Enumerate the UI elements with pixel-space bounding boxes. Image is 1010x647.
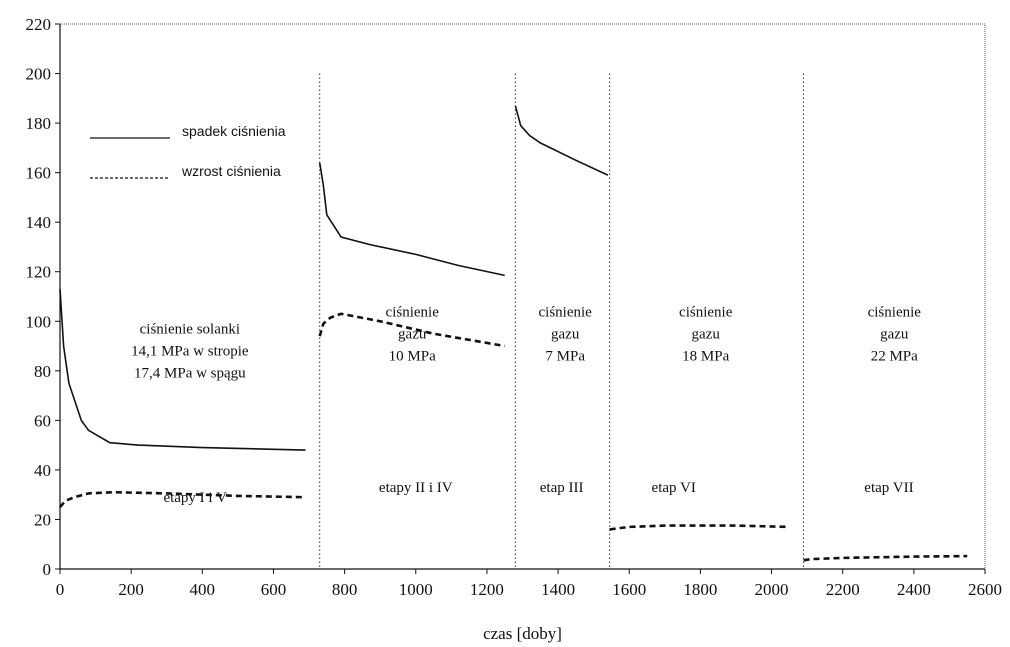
series-line-pressure-increase: [803, 554, 968, 562]
chart-annotation: etap VI: [652, 480, 696, 496]
x-tick-label: 2600: [968, 580, 1002, 599]
chart-annotation: etapy II i IV: [379, 480, 453, 496]
y-tick-label: 140: [26, 213, 52, 232]
chart-annotation: ciśnienie gazu 7 MPa: [539, 304, 593, 364]
legend-entry-label: spadek ciśnienia: [182, 123, 286, 139]
y-tick-label: 0: [43, 560, 52, 579]
chart-annotation: ciśnienie gazu 10 MPa: [386, 304, 440, 364]
x-tick-label: 200: [118, 580, 144, 599]
y-tick-label: 20: [34, 510, 51, 529]
x-axis-label: czas [doby]: [483, 624, 562, 643]
y-tick-label: 40: [34, 461, 51, 480]
x-tick-label: 2400: [897, 580, 931, 599]
y-tick-label: 180: [26, 114, 52, 133]
x-tick-label: 400: [190, 580, 216, 599]
x-tick-label: 1200: [470, 580, 504, 599]
chart-annotation: ciśnienie gazu 22 MPa: [868, 304, 922, 364]
legend: spadek ciśnienia wzrost ciśnienia: [90, 123, 286, 179]
y-tick-label: 120: [26, 263, 52, 282]
series-line-pressure-increase: [609, 524, 790, 531]
series-line-pressure-increase: [318, 312, 505, 348]
x-tick-label: 0: [56, 580, 65, 599]
x-tick-label: 1000: [399, 580, 433, 599]
chart-annotation: etap III: [540, 480, 584, 496]
y-tick-label: 60: [34, 411, 51, 430]
chart-annotation: ciśnienie gazu 18 MPa: [679, 304, 733, 364]
x-tick-label: 1400: [541, 580, 575, 599]
series-line-pressure-drop: [514, 105, 609, 176]
series-group: [59, 105, 968, 562]
stage-boundaries: [319, 73, 805, 569]
chart-annotation: ciśnienie solanki 14,1 MPa w stropie 17,4 …: [131, 322, 249, 382]
y-tick-label: 160: [26, 164, 52, 183]
series-line-pressure-increase: [59, 490, 306, 508]
y-tick-label: 220: [26, 15, 52, 34]
y-tick-label: 100: [26, 312, 52, 331]
x-tick-label: 2000: [755, 580, 789, 599]
chart-annotation: etapy I i V: [163, 490, 227, 506]
chart-annotation: etap VII: [864, 480, 913, 496]
x-tick-label: 1800: [683, 580, 717, 599]
series-line-pressure-drop: [59, 289, 306, 451]
x-tick-label: 1600: [612, 580, 646, 599]
plot-frame: [59, 23, 986, 570]
y-tick-label: 200: [26, 65, 52, 84]
x-tick-label: 600: [261, 580, 287, 599]
y-tick-label: 80: [34, 362, 51, 381]
legend-entry-label: wzrost ciśnienia: [181, 163, 281, 179]
annotations: ciśnienie solanki 14,1 MPa w stropie 17,4 …: [131, 304, 921, 506]
series-line-pressure-drop: [318, 162, 505, 277]
x-tick-label: 800: [332, 580, 358, 599]
x-tick-label: 2200: [826, 580, 860, 599]
